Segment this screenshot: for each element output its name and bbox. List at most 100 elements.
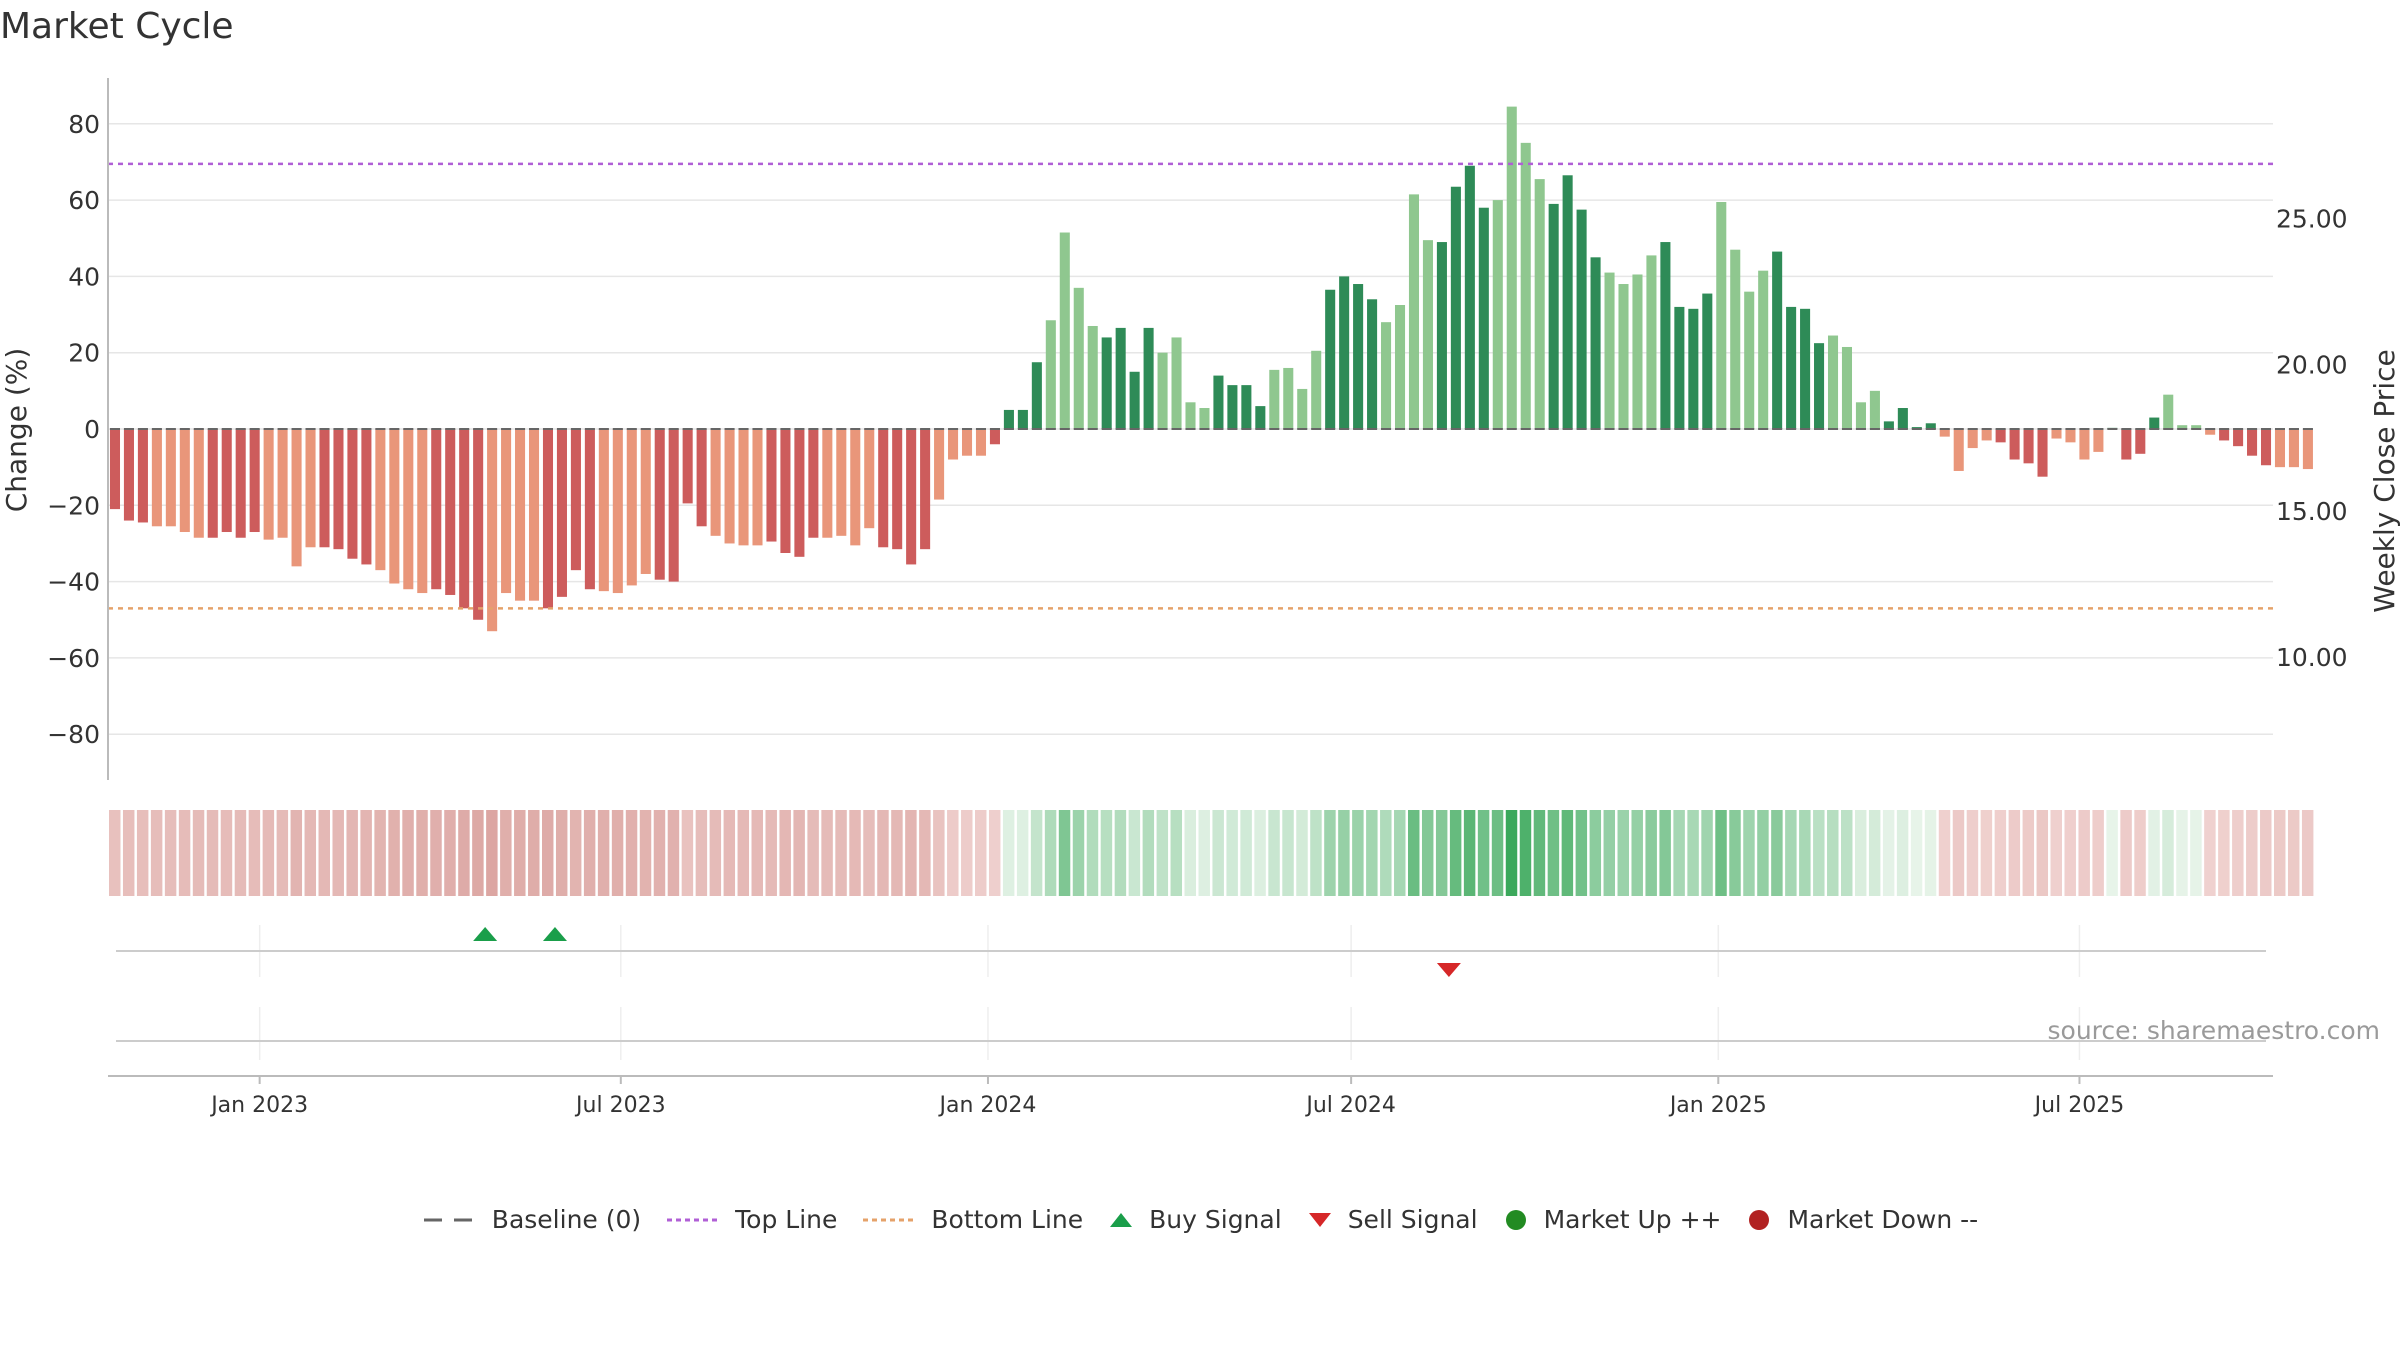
heat-cell: [863, 810, 875, 896]
x-tick-label: Jan 2024: [938, 1093, 1037, 1118]
bar: [1394, 305, 1406, 429]
bar: [1059, 232, 1070, 429]
bar: [542, 429, 554, 609]
bar: [724, 429, 735, 544]
heat-cell: [486, 810, 498, 896]
bar: [361, 429, 372, 565]
legend-label: Buy Signal: [1149, 1205, 1282, 1234]
bar: [1702, 293, 1713, 429]
bar: [1534, 179, 1545, 429]
heat-cell: [821, 810, 833, 896]
bar: [2163, 394, 2174, 429]
heat-cell: [1896, 810, 1909, 896]
bar: [221, 429, 232, 533]
bar: [1632, 274, 1643, 429]
heat-cell: [2050, 810, 2062, 896]
heat-cell: [2134, 810, 2146, 896]
heat-cell: [2274, 810, 2286, 896]
bar: [878, 429, 889, 548]
bar: [1883, 421, 1894, 429]
bar: [235, 429, 246, 538]
bar: [2051, 429, 2062, 439]
heat-strip: [109, 810, 2314, 896]
heat-cell: [2301, 810, 2314, 896]
bar: [1199, 408, 1210, 429]
y2-tick-label: 15.00: [2276, 497, 2348, 526]
bar: [1408, 194, 1420, 429]
heat-cell: [2106, 810, 2118, 896]
heat-cell: [1296, 810, 1308, 896]
heat-cell: [1785, 810, 1797, 896]
bar: [2205, 429, 2216, 435]
heat-cell: [2218, 810, 2230, 896]
heat-cell: [472, 810, 484, 896]
heat-cell: [1729, 810, 1741, 896]
heat-cell: [1282, 810, 1294, 896]
sell-signal-marker: [1436, 963, 1461, 977]
heat-cell: [1938, 810, 1951, 896]
heat-cell: [653, 810, 666, 896]
heat-cell: [583, 810, 596, 896]
bar: [319, 429, 330, 548]
heat-cell: [360, 810, 372, 896]
y-tick-label: 60: [68, 186, 100, 215]
bar: [710, 429, 721, 536]
bar: [668, 429, 679, 582]
bar: [445, 429, 456, 595]
heat-cell: [150, 810, 163, 896]
bar: [948, 429, 959, 460]
bar: [1618, 284, 1629, 429]
bar: [780, 429, 791, 553]
y2-axis-title: Weekly Close Price: [2368, 349, 2400, 612]
heat-cell: [1757, 810, 1769, 896]
y2-tick-label: 10.00: [2276, 643, 2348, 672]
heat-cell: [947, 810, 959, 896]
legend-label: Baseline (0): [491, 1205, 642, 1234]
bar: [1325, 289, 1336, 429]
bar: [2260, 429, 2272, 466]
bar: [1464, 165, 1475, 429]
bar: [2037, 429, 2048, 477]
heat-cell: [751, 810, 763, 896]
heat-cell: [528, 810, 540, 896]
heat-cell: [569, 810, 582, 896]
bar: [375, 429, 386, 571]
heat-cell: [1324, 810, 1336, 896]
heat-cell: [1701, 810, 1713, 896]
heat-cell: [1198, 810, 1210, 896]
heat-cell: [639, 810, 652, 896]
heat-cell: [779, 810, 791, 896]
legend-item: Top Line: [665, 1205, 837, 1234]
bar: [137, 429, 148, 523]
bar: [193, 429, 204, 538]
y-tick-label: −80: [47, 720, 100, 749]
heat-cell: [1128, 810, 1141, 896]
heat-cell: [1086, 810, 1099, 896]
heat-cell: [2092, 810, 2104, 896]
bar: [752, 429, 763, 546]
bar: [1171, 337, 1182, 429]
bar: [305, 429, 316, 548]
bar: [1478, 207, 1489, 429]
heat-cell: [1659, 810, 1671, 896]
heat-cell: [2162, 810, 2174, 896]
bar: [654, 429, 665, 580]
bar: [1855, 402, 1866, 429]
heat-cell: [1854, 810, 1867, 896]
bar: [1115, 327, 1126, 429]
heat-cell: [1030, 810, 1043, 896]
heat-cell: [290, 810, 303, 896]
heat-cell: [695, 810, 708, 896]
bar: [2274, 429, 2286, 468]
heat-cell: [1491, 810, 1504, 896]
heat-cell: [1813, 810, 1825, 896]
heat-cell: [2148, 810, 2160, 896]
bar: [1814, 343, 1825, 429]
x-tick-label: Jul 2024: [1304, 1093, 1396, 1118]
source-label: source: sharemaestro.com: [2047, 1016, 2381, 1045]
heat-cell: [1799, 810, 1811, 896]
heat-cell: [1561, 810, 1574, 896]
heat-cell: [667, 810, 680, 896]
heat-cell: [542, 810, 554, 896]
heat-cell: [835, 810, 847, 896]
